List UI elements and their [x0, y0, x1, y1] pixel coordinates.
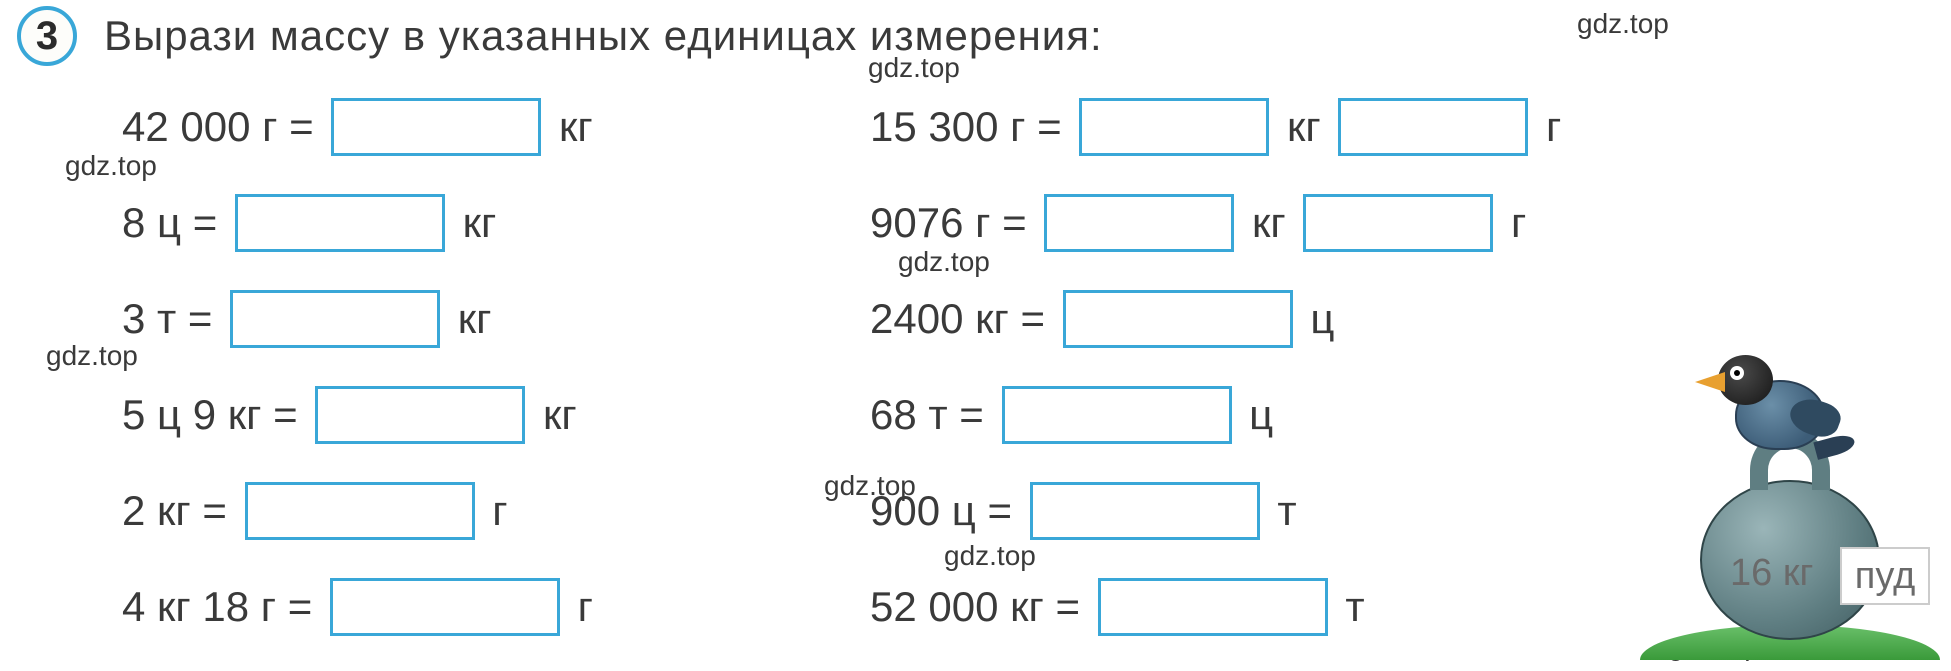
lhs-text: 15 300 г =: [870, 103, 1073, 151]
answer-box[interactable]: [1098, 578, 1328, 636]
conversion-row: 9076 г = кг г: [870, 188, 1526, 258]
conversion-row: 3 т = кг: [122, 284, 492, 354]
conversion-row: 15 300 г = кг г: [870, 92, 1561, 162]
lhs-text: 3 т =: [122, 295, 224, 343]
lhs-text: 9076 г =: [870, 199, 1038, 247]
unit-text: ц: [1299, 295, 1335, 343]
conversion-row: 900 ц = т: [870, 476, 1297, 546]
answer-box[interactable]: [331, 98, 541, 156]
unit-text: кг: [531, 391, 576, 439]
conversion-row: 42 000 г = кг: [122, 92, 593, 162]
lhs-text: 68 т =: [870, 391, 996, 439]
kettlebell-weight-text: 16 кг: [1730, 552, 1813, 595]
unit-text: т: [1266, 487, 1297, 535]
lhs-text: 2400 кг =: [870, 295, 1057, 343]
lhs-text: 2 кг =: [122, 487, 239, 535]
answer-box[interactable]: [1338, 98, 1528, 156]
unit-text: кг: [446, 295, 491, 343]
answer-box[interactable]: [235, 194, 445, 252]
lhs-text: 4 кг 18 г =: [122, 583, 324, 631]
unit-text: кг: [547, 103, 592, 151]
answer-box[interactable]: [1079, 98, 1269, 156]
watermark: gdz.top: [1577, 8, 1669, 40]
unit-text: т: [1334, 583, 1365, 631]
conversion-row: 4 кг 18 г = г: [122, 572, 593, 642]
unit-text: кг: [1240, 199, 1297, 247]
unit-text: ц: [1238, 391, 1274, 439]
answer-box[interactable]: [1030, 482, 1260, 540]
lhs-text: 900 ц =: [870, 487, 1024, 535]
conversion-row: 2 кг = г: [122, 476, 508, 546]
conversion-row: 5 ц 9 кг = кг: [122, 380, 577, 450]
pud-label-box: пуд: [1840, 547, 1930, 605]
conversion-row: 2400 кг = ц: [870, 284, 1334, 354]
unit-text: г: [566, 583, 593, 631]
bird-eye: [1730, 366, 1744, 380]
conversion-row: 52 000 кг = т: [870, 572, 1365, 642]
unit-text: г: [481, 487, 508, 535]
watermark: gdz.top: [868, 52, 960, 84]
answer-box[interactable]: [330, 578, 560, 636]
conversion-row: 68 т = ц: [870, 380, 1273, 450]
answer-box[interactable]: [1063, 290, 1293, 348]
unit-text: г: [1534, 103, 1561, 151]
bird-beak: [1695, 372, 1725, 392]
answer-box[interactable]: [1303, 194, 1493, 252]
unit-text: кг: [1275, 103, 1332, 151]
bird-illustration: 16 кг пуд: [1640, 300, 1940, 660]
worksheet-page: 3 Вырази массу в указанных единицах изме…: [0, 0, 1951, 671]
bird-head: [1718, 355, 1773, 405]
lhs-text: 42 000 г =: [122, 103, 325, 151]
answer-box[interactable]: [230, 290, 440, 348]
answer-box[interactable]: [245, 482, 475, 540]
lhs-text: 5 ц 9 кг =: [122, 391, 309, 439]
answer-box[interactable]: [1002, 386, 1232, 444]
problem-number-text: 3: [36, 14, 58, 59]
lhs-text: 8 ц =: [122, 199, 229, 247]
unit-text: г: [1499, 199, 1526, 247]
lhs-text: 52 000 кг =: [870, 583, 1092, 631]
conversion-row: 8 ц = кг: [122, 188, 496, 258]
unit-text: кг: [451, 199, 496, 247]
answer-box[interactable]: [1044, 194, 1234, 252]
problem-number-badge: 3: [17, 6, 77, 66]
answer-box[interactable]: [315, 386, 525, 444]
